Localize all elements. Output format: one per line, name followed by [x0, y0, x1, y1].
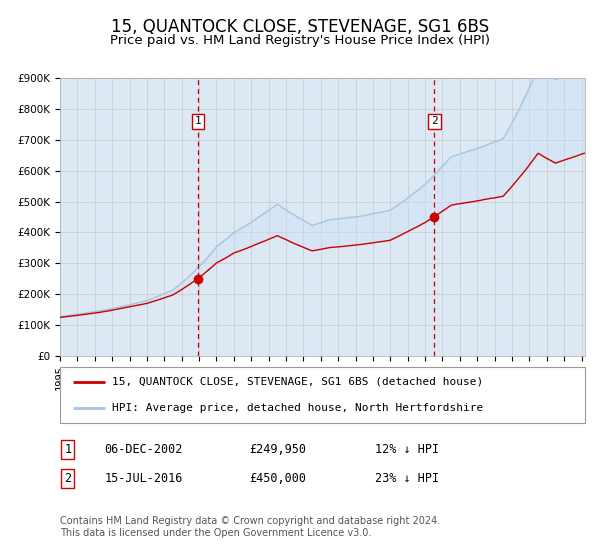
- Text: Contains HM Land Registry data © Crown copyright and database right 2024.
This d: Contains HM Land Registry data © Crown c…: [60, 516, 440, 538]
- Text: 15-JUL-2016: 15-JUL-2016: [104, 472, 183, 485]
- Text: Price paid vs. HM Land Registry's House Price Index (HPI): Price paid vs. HM Land Registry's House …: [110, 34, 490, 46]
- Text: 15, QUANTOCK CLOSE, STEVENAGE, SG1 6BS: 15, QUANTOCK CLOSE, STEVENAGE, SG1 6BS: [111, 18, 489, 36]
- Text: £249,950: £249,950: [249, 442, 306, 456]
- Text: HPI: Average price, detached house, North Hertfordshire: HPI: Average price, detached house, Nort…: [113, 403, 484, 413]
- Text: 06-DEC-2002: 06-DEC-2002: [104, 442, 183, 456]
- Text: 23% ↓ HPI: 23% ↓ HPI: [375, 472, 439, 485]
- Text: 12% ↓ HPI: 12% ↓ HPI: [375, 442, 439, 456]
- Text: £450,000: £450,000: [249, 472, 306, 485]
- Text: 15, QUANTOCK CLOSE, STEVENAGE, SG1 6BS (detached house): 15, QUANTOCK CLOSE, STEVENAGE, SG1 6BS (…: [113, 377, 484, 387]
- Text: 2: 2: [64, 472, 71, 485]
- Text: 2: 2: [431, 116, 438, 127]
- FancyBboxPatch shape: [60, 367, 585, 423]
- Text: 1: 1: [64, 442, 71, 456]
- Text: 1: 1: [194, 116, 201, 127]
